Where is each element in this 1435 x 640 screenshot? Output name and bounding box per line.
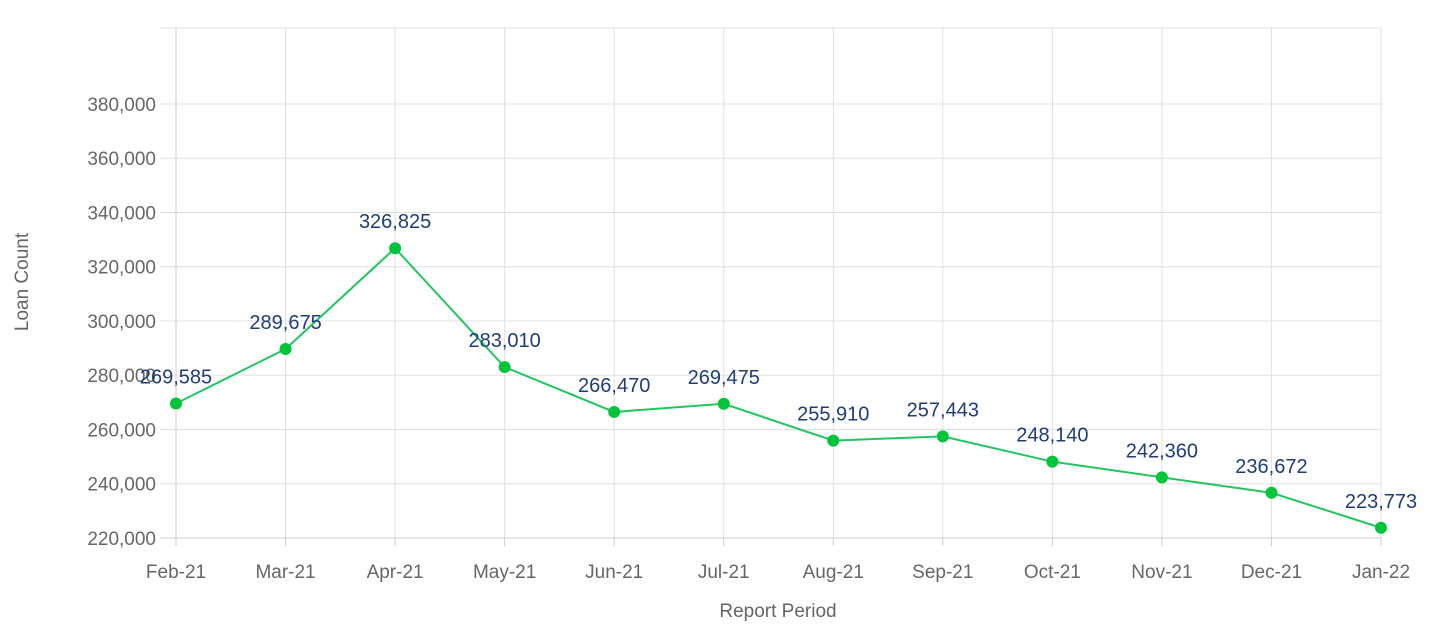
data-point [498,361,511,374]
x-tick-label: Jan-22 [1352,562,1410,583]
data-label: 248,140 [1016,425,1088,447]
data-point [827,434,840,447]
x-tick-label: Aug-21 [803,562,864,583]
x-tick-label: Sep-21 [912,562,973,583]
data-label: 242,360 [1126,440,1198,462]
x-tick-label: Feb-21 [146,562,206,583]
data-label: 255,910 [797,404,869,426]
x-tick-label: Jul-21 [698,562,750,583]
x-axis-title: Report Period [719,601,836,622]
data-point [1265,486,1278,499]
data-point [170,397,182,410]
data-label: 223,773 [1345,491,1417,513]
y-axis-title: Loan Count [12,232,33,331]
x-tick-label: Mar-21 [255,562,315,583]
data-labels: 269,585 289,675 326,825 283,010 266,470 269,4… [140,211,1417,513]
grid [160,27,1382,538]
data-point [936,430,949,443]
x-tick-label: Dec-21 [1241,562,1302,583]
data-point [1155,471,1168,484]
x-tick-label: Apr-21 [367,562,424,583]
y-tick-label: 300,000 [87,312,156,333]
data-label: 283,010 [468,330,540,352]
y-tick-label: 240,000 [87,475,156,496]
data-label: 269,585 [140,366,212,388]
data-point [1046,455,1059,468]
data-point [389,242,402,255]
data-point [717,397,730,410]
data-label: 236,672 [1235,456,1307,478]
y-tick-label: 220,000 [87,529,156,550]
data-point [279,342,292,355]
y-tick-label: 280,000 [87,366,156,387]
data-point [608,405,621,418]
series [170,242,1387,534]
y-tick-label: 360,000 [87,149,156,170]
y-tick-label: 260,000 [87,420,156,441]
y-tick-label: 320,000 [87,258,156,279]
data-label: 257,443 [907,399,979,421]
data-label: 269,475 [688,367,760,389]
x-tick-label: May-21 [473,562,536,583]
x-tick-label: Nov-21 [1131,562,1192,583]
data-label: 266,470 [578,375,650,397]
y-tick-label: 340,000 [87,203,156,224]
series-line [175,246,1382,529]
data-label: 326,825 [359,211,431,233]
data-point [1375,521,1387,534]
x-axis-ticks: Feb-21 Mar-21 Apr-21 May-21 Jun-21 Jul-21 Aug-… [146,562,1410,583]
x-tick-label: Jun-21 [585,562,643,583]
data-label: 289,675 [249,312,321,334]
x-tick-label: Oct-21 [1024,562,1081,583]
y-tick-label: 380,000 [87,95,156,116]
axes [160,28,1382,546]
y-axis-ticks: 220,000 240,000 260,000 280,000 300,000 320,0… [87,95,156,550]
